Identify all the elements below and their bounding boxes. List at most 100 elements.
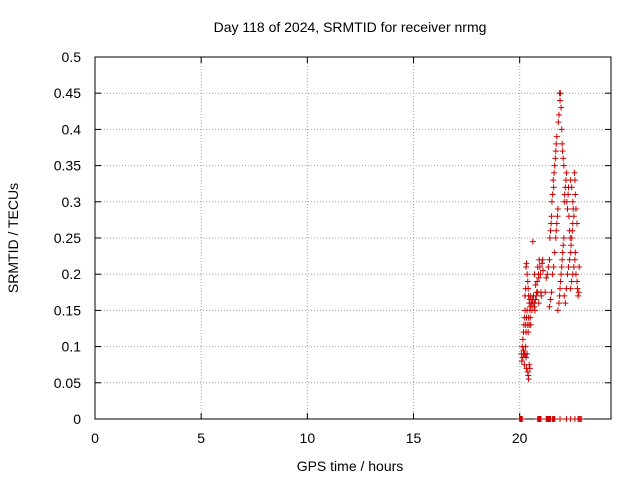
- y-axis-label: SRMTID / TECUs: [5, 183, 21, 293]
- data-point: [550, 177, 557, 184]
- data-point: [546, 235, 553, 241]
- data-point: [568, 235, 575, 241]
- data-point: [571, 169, 578, 176]
- data-point: [548, 213, 555, 220]
- data-point: [537, 416, 544, 422]
- data-point: [537, 271, 544, 278]
- data-point: [538, 292, 545, 299]
- chart-title: Day 118 of 2024, SRMTID for receiver nrm…: [214, 19, 487, 35]
- data-point: [549, 191, 556, 198]
- data-point: [526, 361, 533, 368]
- data-point: [549, 271, 556, 278]
- data-point: [534, 278, 541, 285]
- y-tick-label: 0.45: [54, 85, 81, 101]
- data-point: [565, 263, 572, 270]
- data-point: [566, 256, 573, 263]
- data-point: [570, 213, 577, 220]
- data-point: [529, 238, 536, 245]
- data-point: [555, 111, 562, 118]
- data-point: [519, 336, 526, 343]
- data-point: [557, 90, 564, 97]
- data-point: [536, 263, 543, 270]
- data-point: [576, 263, 583, 270]
- data-point: [568, 184, 575, 191]
- data-point: [574, 285, 581, 292]
- x-tick-label: 15: [406, 430, 422, 446]
- data-point: [518, 358, 525, 365]
- data-point: [572, 191, 579, 198]
- data-point: [555, 300, 562, 307]
- data-point: [578, 416, 585, 422]
- data-point: [535, 300, 542, 307]
- data-point: [554, 213, 561, 220]
- data-point: [557, 416, 564, 422]
- data-point: [555, 119, 562, 126]
- data-point: [568, 278, 575, 285]
- data-point: [567, 285, 574, 292]
- x-axis-label: GPS time / hours: [297, 458, 404, 474]
- y-tick-label: 0.15: [54, 302, 81, 318]
- data-point: [531, 271, 538, 278]
- data-point: [557, 278, 564, 285]
- data-point: [546, 303, 553, 310]
- data-point: [568, 242, 575, 249]
- data-point: [570, 263, 577, 270]
- data-point: [548, 198, 555, 205]
- data-point: [562, 300, 569, 307]
- data-point: [552, 235, 559, 241]
- data-point: [558, 104, 565, 111]
- data-point: [569, 198, 576, 205]
- x-tick-label: 5: [197, 430, 205, 446]
- data-point: [525, 285, 532, 292]
- data-point: [572, 271, 579, 278]
- data-point: [551, 249, 558, 256]
- data-point: [535, 274, 542, 281]
- axis-ticks: 0 0.05 0.1 0.15 0.2 0.25 0.3 0.35 0.4 0.45 0.5 0 5 10…: [54, 49, 611, 446]
- data-point: [534, 289, 541, 296]
- data-point: [560, 155, 567, 162]
- data-point: [559, 148, 566, 155]
- data-point: [519, 416, 526, 422]
- data-point: [558, 126, 565, 133]
- data-point: [575, 292, 582, 299]
- data-point: [574, 220, 581, 227]
- data-point: [542, 289, 549, 296]
- data-point: [552, 155, 559, 162]
- data-point: [558, 263, 565, 270]
- data-points: [516, 90, 585, 422]
- data-point: [544, 271, 551, 278]
- data-point: [526, 365, 533, 372]
- data-point: [524, 350, 531, 357]
- x-tick-label: 20: [512, 430, 528, 446]
- data-point: [547, 296, 554, 303]
- data-point: [560, 242, 567, 249]
- data-point: [559, 256, 566, 263]
- data-point: [547, 227, 554, 234]
- y-tick-label: 0.35: [54, 158, 81, 174]
- data-point: [561, 292, 568, 299]
- y-tick-label: 0.3: [62, 194, 82, 210]
- data-point: [569, 227, 576, 234]
- y-tick-label: 0.5: [62, 49, 82, 65]
- data-point: [523, 354, 530, 361]
- data-point: [550, 184, 557, 191]
- data-point: [557, 97, 564, 104]
- data-point: [553, 220, 560, 227]
- data-point: [553, 140, 560, 147]
- data-point: [522, 343, 529, 350]
- data-point: [571, 256, 578, 263]
- data-point: [572, 249, 579, 256]
- data-point: [525, 329, 532, 336]
- data-point: [557, 285, 564, 292]
- data-point: [538, 260, 545, 267]
- data-point: [525, 376, 532, 383]
- data-point: [565, 191, 572, 198]
- data-point: [559, 249, 566, 256]
- data-point: [545, 263, 552, 270]
- data-point: [548, 220, 555, 227]
- data-point: [572, 206, 579, 213]
- data-point: [551, 416, 558, 422]
